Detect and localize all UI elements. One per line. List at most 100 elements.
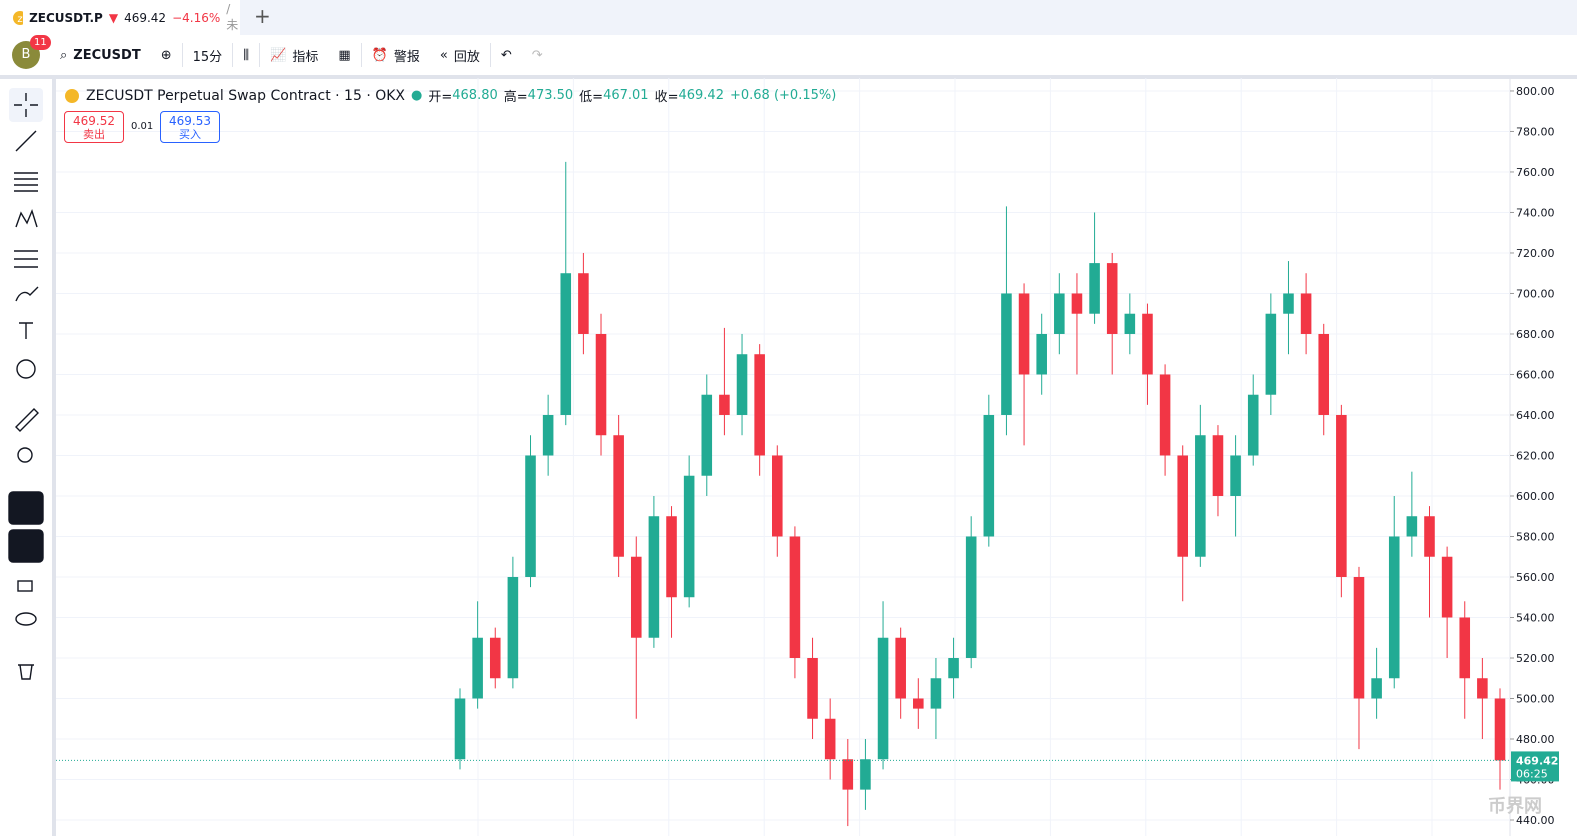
interval[interactable]: 15分 [192, 49, 223, 65]
tab-symbol: ZECUSDT.P [29, 10, 103, 25]
replay[interactable]: « 回放 [430, 41, 490, 69]
candle-body [595, 333, 607, 436]
y-tick-label: 760.00 [1516, 166, 1555, 179]
candle-body [1441, 556, 1453, 618]
candle-body [1477, 678, 1488, 699]
tab-price: 469.42 [124, 10, 167, 25]
down-arrow: ▼ [108, 10, 119, 25]
y-tick-label: 500.00 [1516, 692, 1555, 705]
y-tick-label: 640.00 [1516, 409, 1555, 422]
candle-body [1247, 394, 1259, 456]
symbol-search[interactable]: ⌕ ZECUSDT [50, 41, 151, 69]
candle-body [1336, 414, 1347, 577]
candle-body [754, 354, 765, 456]
tool-emoji[interactable] [16, 359, 36, 379]
y-tick-label: 700.00 [1516, 287, 1555, 300]
candle-body [877, 637, 889, 760]
sell-button[interactable]: 469.52 卖出 [64, 111, 124, 143]
compare[interactable]: ⊕ [160, 47, 172, 63]
candle-body [948, 657, 959, 679]
candle-body [683, 475, 695, 598]
candle-body [860, 759, 871, 790]
tool-ruler[interactable] [15, 408, 39, 432]
candle-body [666, 516, 677, 598]
high-label: 高= [503, 90, 528, 105]
open-label: 开= [428, 90, 453, 105]
candle-body [807, 657, 818, 719]
watermark: 币界网 [1488, 796, 1542, 817]
tool-magnet[interactable] [8, 491, 44, 525]
undo[interactable]: ↶ [500, 47, 512, 63]
tab[interactable]: z ZECUSDT.P ▼ 469.42 −4.16% / 未 [0, 0, 240, 35]
candle-body [1177, 455, 1188, 557]
svg-text:z: z [17, 14, 22, 25]
tab-bar: z ZECUSDT.P ▼ 469.42 −4.16% / 未 + [0, 0, 1577, 35]
y-tick-label: 560.00 [1516, 571, 1555, 584]
buy-button[interactable]: 469.53 买入 [160, 111, 220, 143]
candle-body [1353, 576, 1365, 699]
high-value: 473.50 [527, 88, 574, 103]
y-tick-label: 720.00 [1516, 247, 1555, 260]
spread: 0.01 [131, 121, 154, 132]
tool-active-bg [9, 88, 43, 122]
candle-body [789, 536, 801, 658]
candle-body [1001, 293, 1012, 415]
candle-body [701, 394, 713, 476]
low-label: 低= [579, 90, 604, 105]
candle-body [1318, 333, 1330, 415]
tool-visibility[interactable] [15, 612, 37, 626]
new-tab[interactable]: + [254, 4, 271, 28]
candle-body [913, 698, 924, 709]
tool-forecast[interactable] [14, 250, 38, 268]
candle-body [648, 516, 660, 638]
y-tick-label: 580.00 [1516, 530, 1555, 543]
candle-body [1195, 435, 1206, 557]
candle-body [965, 536, 977, 658]
separator [181, 43, 183, 67]
tool-zoom[interactable] [17, 447, 33, 463]
sell-price: 469.52 [73, 114, 115, 128]
tool-lock-draw[interactable] [8, 529, 44, 563]
avatar-letter: B [21, 47, 31, 62]
y-tick-label: 540.00 [1516, 611, 1555, 624]
drawing-tools [8, 88, 44, 680]
candle-body [1054, 293, 1065, 334]
tab-change: −4.16% [172, 10, 221, 25]
indicators-label: 指标 [292, 49, 319, 65]
tool-unlock[interactable] [17, 580, 33, 592]
last-price-label: 469.42 [1516, 754, 1558, 767]
layouts[interactable]: ▦ [338, 47, 351, 63]
alert[interactable]: ⏰ 警报 [362, 41, 430, 69]
candle-body [1424, 516, 1435, 557]
tool-brush[interactable] [15, 286, 39, 302]
candle-body [1212, 435, 1224, 496]
tool-delete[interactable] [18, 664, 34, 680]
candle-body [630, 556, 642, 638]
y-tick-label: 740.00 [1516, 206, 1555, 219]
candle-body [842, 759, 854, 790]
y-tick-label: 660.00 [1516, 368, 1555, 381]
tool-pattern[interactable] [15, 208, 38, 228]
badge: 11 [30, 35, 51, 50]
candle-body [578, 273, 589, 334]
candle-body [1494, 698, 1506, 761]
chart-type[interactable]: ⫼ [243, 47, 250, 63]
tool-trendline[interactable] [15, 130, 37, 152]
drawing-toolbar [0, 79, 56, 836]
candle-body [1230, 455, 1241, 496]
tool-text[interactable] [19, 322, 33, 339]
avatar[interactable]: B 11 [12, 35, 51, 69]
tool-crosshair[interactable] [14, 93, 38, 117]
redo[interactable]: ↷ [531, 47, 543, 63]
candle-body [1089, 263, 1100, 314]
status-dot: ● [411, 88, 423, 103]
candle-body [736, 354, 748, 415]
tool-fib[interactable] [14, 172, 38, 192]
separator [259, 43, 261, 67]
y-tick-label: 620.00 [1516, 449, 1555, 462]
candle-body [1124, 313, 1136, 334]
candle-body [1406, 516, 1418, 537]
candle-body [1300, 293, 1312, 334]
indicators[interactable]: 📈 指标 [260, 41, 328, 69]
